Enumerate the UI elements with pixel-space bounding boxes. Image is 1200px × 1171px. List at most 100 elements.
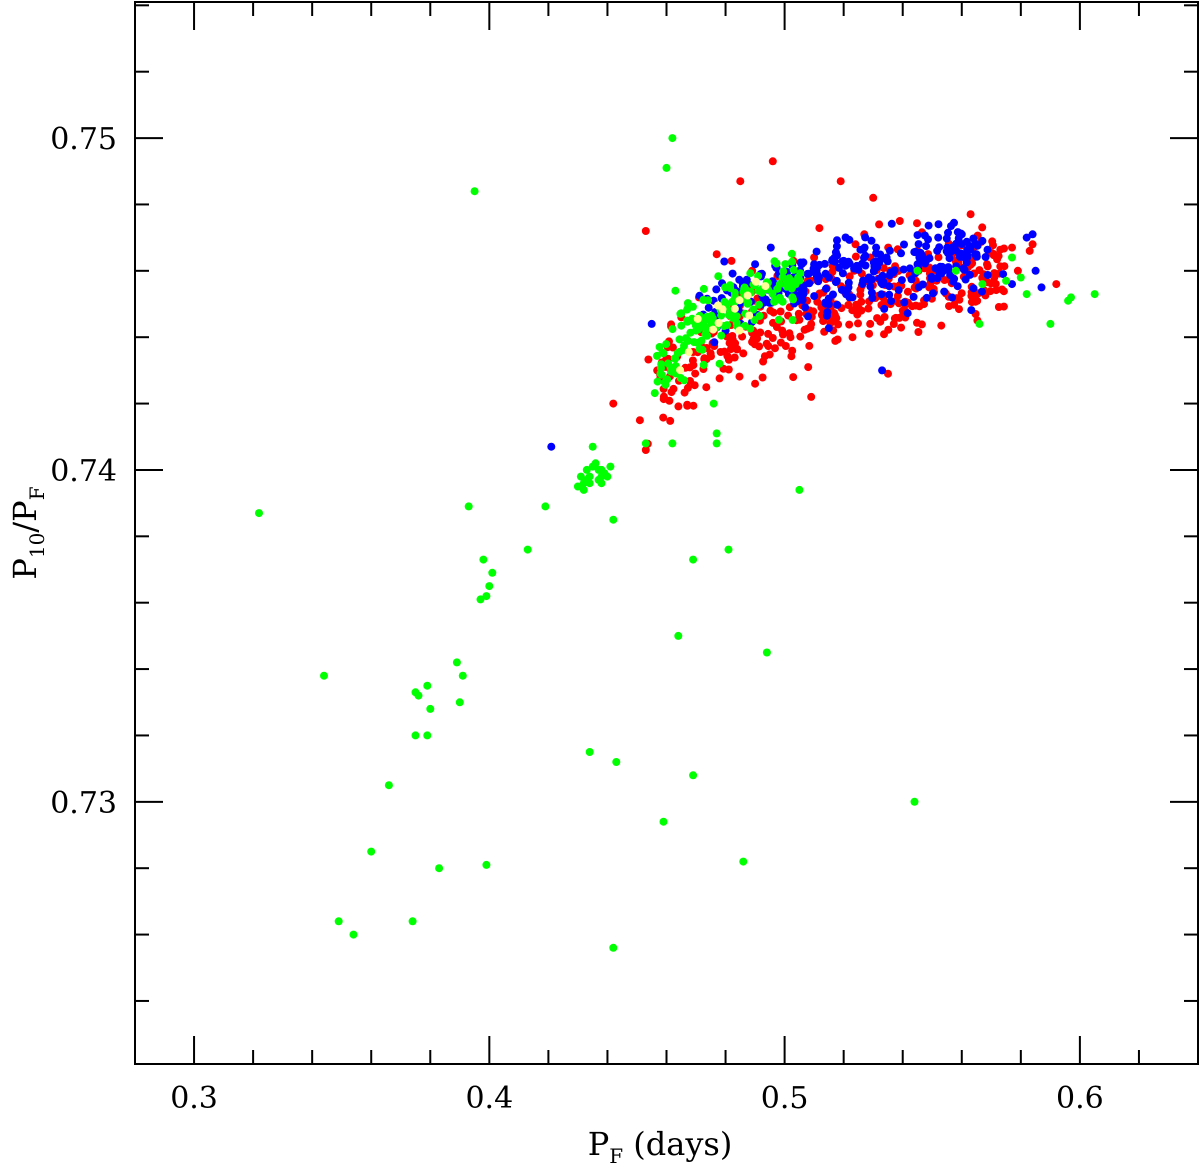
data-point-red [724,355,733,364]
data-point-red [702,383,711,392]
data-point-red [934,253,943,262]
data-point-red [769,318,777,327]
data-point-blue [967,306,976,315]
data-point-green [458,671,467,680]
data-point-blue [854,265,863,274]
data-point-green [789,265,798,274]
data-point-green [641,439,650,448]
data-point-blue [946,271,955,280]
data-point-green [1090,290,1099,299]
data-point-blue [801,303,810,312]
data-point-red [659,413,668,422]
x-tick-label: 0.5 [761,1081,809,1116]
data-point-blue [867,236,876,245]
y-tick-label: 0.75 [50,122,117,157]
data-point-blue [899,265,908,274]
data-point-blue [872,249,881,258]
data-point-blue [813,270,822,279]
data-point-red [609,399,618,408]
data-point-blue [856,245,865,254]
data-point-green [659,817,668,826]
data-point-green [662,340,671,349]
data-point-blue [803,269,812,278]
data-point-blue [934,233,943,242]
data-point-green [603,472,612,481]
data-point-blue [903,309,912,318]
data-point-red [833,335,842,344]
data-point-green [464,502,473,511]
data-point-blue [999,270,1008,279]
data-point-blue [907,275,916,284]
data-point-green [367,847,376,856]
data-point-blue [877,290,886,299]
data-point-green [746,324,755,333]
data-point-red [851,240,860,249]
data-point-red [1008,243,1016,252]
data-point-red [751,379,760,388]
data-point-red [689,361,698,370]
data-point-red [875,220,884,229]
data-point-green [452,658,461,667]
data-point-blue [957,230,966,239]
data-point-blue [728,269,737,278]
data-point-red [1013,266,1022,275]
data-point-green [746,269,755,278]
y-tick-label: 0.73 [50,786,117,821]
data-point-red [755,342,764,351]
data-point-yellow [735,326,744,335]
data-point-green [320,671,328,680]
data-point-green [435,864,444,873]
data-point-green [591,459,600,468]
data-point-blue [885,271,894,280]
data-point-green [720,297,729,306]
data-point-red [914,328,923,336]
data-point-blue [824,273,833,282]
data-point-red [865,329,874,338]
data-point-green [582,465,591,474]
data-point-green [717,331,726,340]
data-point-blue [913,231,922,240]
data-point-blue [1022,233,1031,242]
data-point-red [764,342,773,351]
data-point-red [864,304,873,313]
data-point-green [1002,276,1011,285]
data-point-blue [922,293,931,302]
data-point-blue [766,243,775,252]
data-point-red [854,319,862,328]
data-point-green [476,595,485,604]
data-point-blue [887,297,896,306]
data-point-red [768,157,777,166]
data-point-blue [1031,266,1040,275]
data-point-blue [720,257,729,266]
data-point-green [704,296,713,305]
data-point-green [715,359,724,368]
data-point-blue [797,289,806,298]
data-point-red [940,276,949,284]
data-point-blue [832,276,841,285]
data-point-green [728,298,736,306]
data-point-blue [798,296,807,304]
data-point-green [666,363,675,372]
data-point-red [884,325,893,334]
data-point-blue [934,220,943,229]
data-point-red [866,319,875,328]
data-point-red [776,338,785,347]
data-point-red [683,383,692,392]
data-point-green [426,704,435,713]
data-point-blue [940,266,949,275]
data-point-green [609,943,618,952]
data-point-blue [953,282,962,291]
data-point-green [597,479,606,488]
data-point-red [978,223,987,232]
data-point-red [966,210,975,219]
data-point-blue [924,221,933,230]
data-point-red [844,301,853,309]
data-point-green [455,698,464,707]
data-point-red [815,224,824,233]
data-point-green [541,502,550,511]
data-point-green [668,325,677,334]
axis-ticks [135,2,1198,1064]
data-point-green [423,731,432,740]
data-point-green [660,378,669,387]
data-point-yellow [745,311,754,320]
